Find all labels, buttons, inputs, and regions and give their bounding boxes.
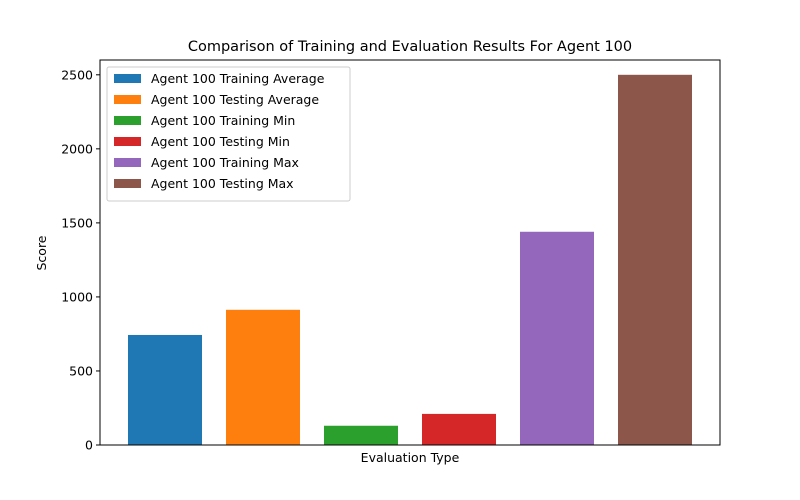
legend-swatch-6 (114, 179, 141, 188)
y-axis: 0 500 1000 1500 2000 2500 (61, 67, 100, 453)
legend-swatch-2 (114, 95, 141, 104)
bar-2 (226, 309, 300, 445)
y-tick-label-2: 1000 (61, 289, 93, 304)
y-tick-label-5: 2500 (61, 67, 93, 82)
legend-swatch-5 (114, 158, 141, 167)
bar-5 (520, 231, 594, 445)
legend-swatch-3 (114, 116, 141, 125)
y-tick-label-4: 2000 (61, 141, 93, 156)
plot-frame (99, 59, 721, 446)
y-axis-label: Score (34, 235, 49, 270)
bars-group (128, 74, 692, 446)
legend-swatch-1 (114, 74, 141, 83)
legend-label-1: Agent 100 Training Average (151, 71, 325, 86)
x-axis-label: Evaluation Type (361, 450, 460, 465)
bar-4 (422, 413, 496, 445)
legend-frame (106, 66, 351, 202)
legend-label-2: Agent 100 Testing Average (151, 92, 319, 107)
legend-label-6: Agent 100 Testing Max (151, 176, 294, 191)
legend-label-5: Agent 100 Training Max (151, 155, 299, 170)
legend-label-4: Agent 100 Testing Min (151, 134, 290, 149)
legend: Agent 100 Training Average Agent 100 Test… (106, 66, 351, 202)
y-tick-label-0: 0 (85, 438, 93, 453)
y-tick-label-3: 1500 (61, 215, 93, 230)
legend-label-3: Agent 100 Training Min (151, 113, 295, 128)
legend-swatch-4 (114, 137, 141, 146)
bar-3 (324, 425, 398, 445)
bar-6 (618, 74, 692, 446)
chart-title: Comparison of Training and Evaluation Re… (188, 39, 632, 55)
bar-1 (128, 334, 202, 445)
y-tick-label-1: 500 (69, 363, 93, 378)
